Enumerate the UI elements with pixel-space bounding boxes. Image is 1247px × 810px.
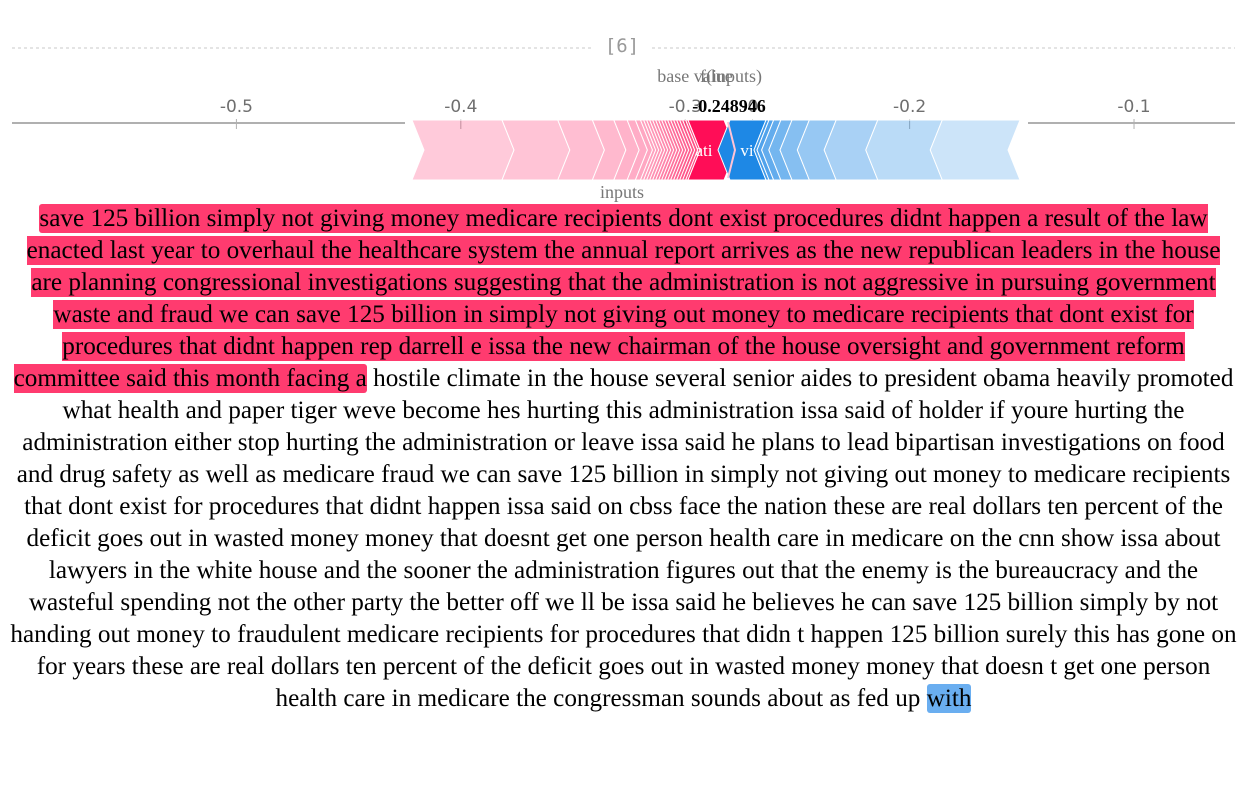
f-inputs-label: f(inputs) (700, 66, 762, 87)
force-plot-svg: base value f(inputs) -0.5 -0.4 -0.3 -0. -0.2… (12, 66, 1235, 202)
cell-output-header: [6] (0, 28, 1247, 64)
inputs-label: inputs (600, 182, 644, 202)
cell-separator: [6] (12, 35, 1235, 57)
base-value-label: base value (657, 66, 732, 86)
tick-label: -0.5 (220, 97, 253, 117)
highlighted-token-with: with (926, 684, 972, 713)
tick-label: -0.1 (1117, 97, 1150, 117)
tick-label: -0.3 (669, 97, 702, 117)
force-bars: ati vi (411, 119, 1021, 181)
cell-counter: [6] (605, 35, 639, 57)
blue-segment-label: vi (740, 141, 754, 160)
tick-label: -0.4 (444, 97, 477, 117)
plain-token-span: hostile climate in the house several sen… (10, 365, 1237, 712)
force-segment (929, 119, 1021, 181)
force-plot: base value f(inputs) -0.5 -0.4 -0.3 -0. -0.2… (0, 60, 1247, 205)
tick-label: -0. (741, 97, 763, 117)
output-marker (727, 121, 737, 179)
token-text: save 125 billion simply not giving money… (10, 203, 1237, 715)
force-segment (411, 119, 515, 181)
tick-label: -0.2 (893, 97, 926, 117)
red-segment-label: ati (696, 141, 713, 160)
output-value: -0.248946 (692, 96, 766, 116)
